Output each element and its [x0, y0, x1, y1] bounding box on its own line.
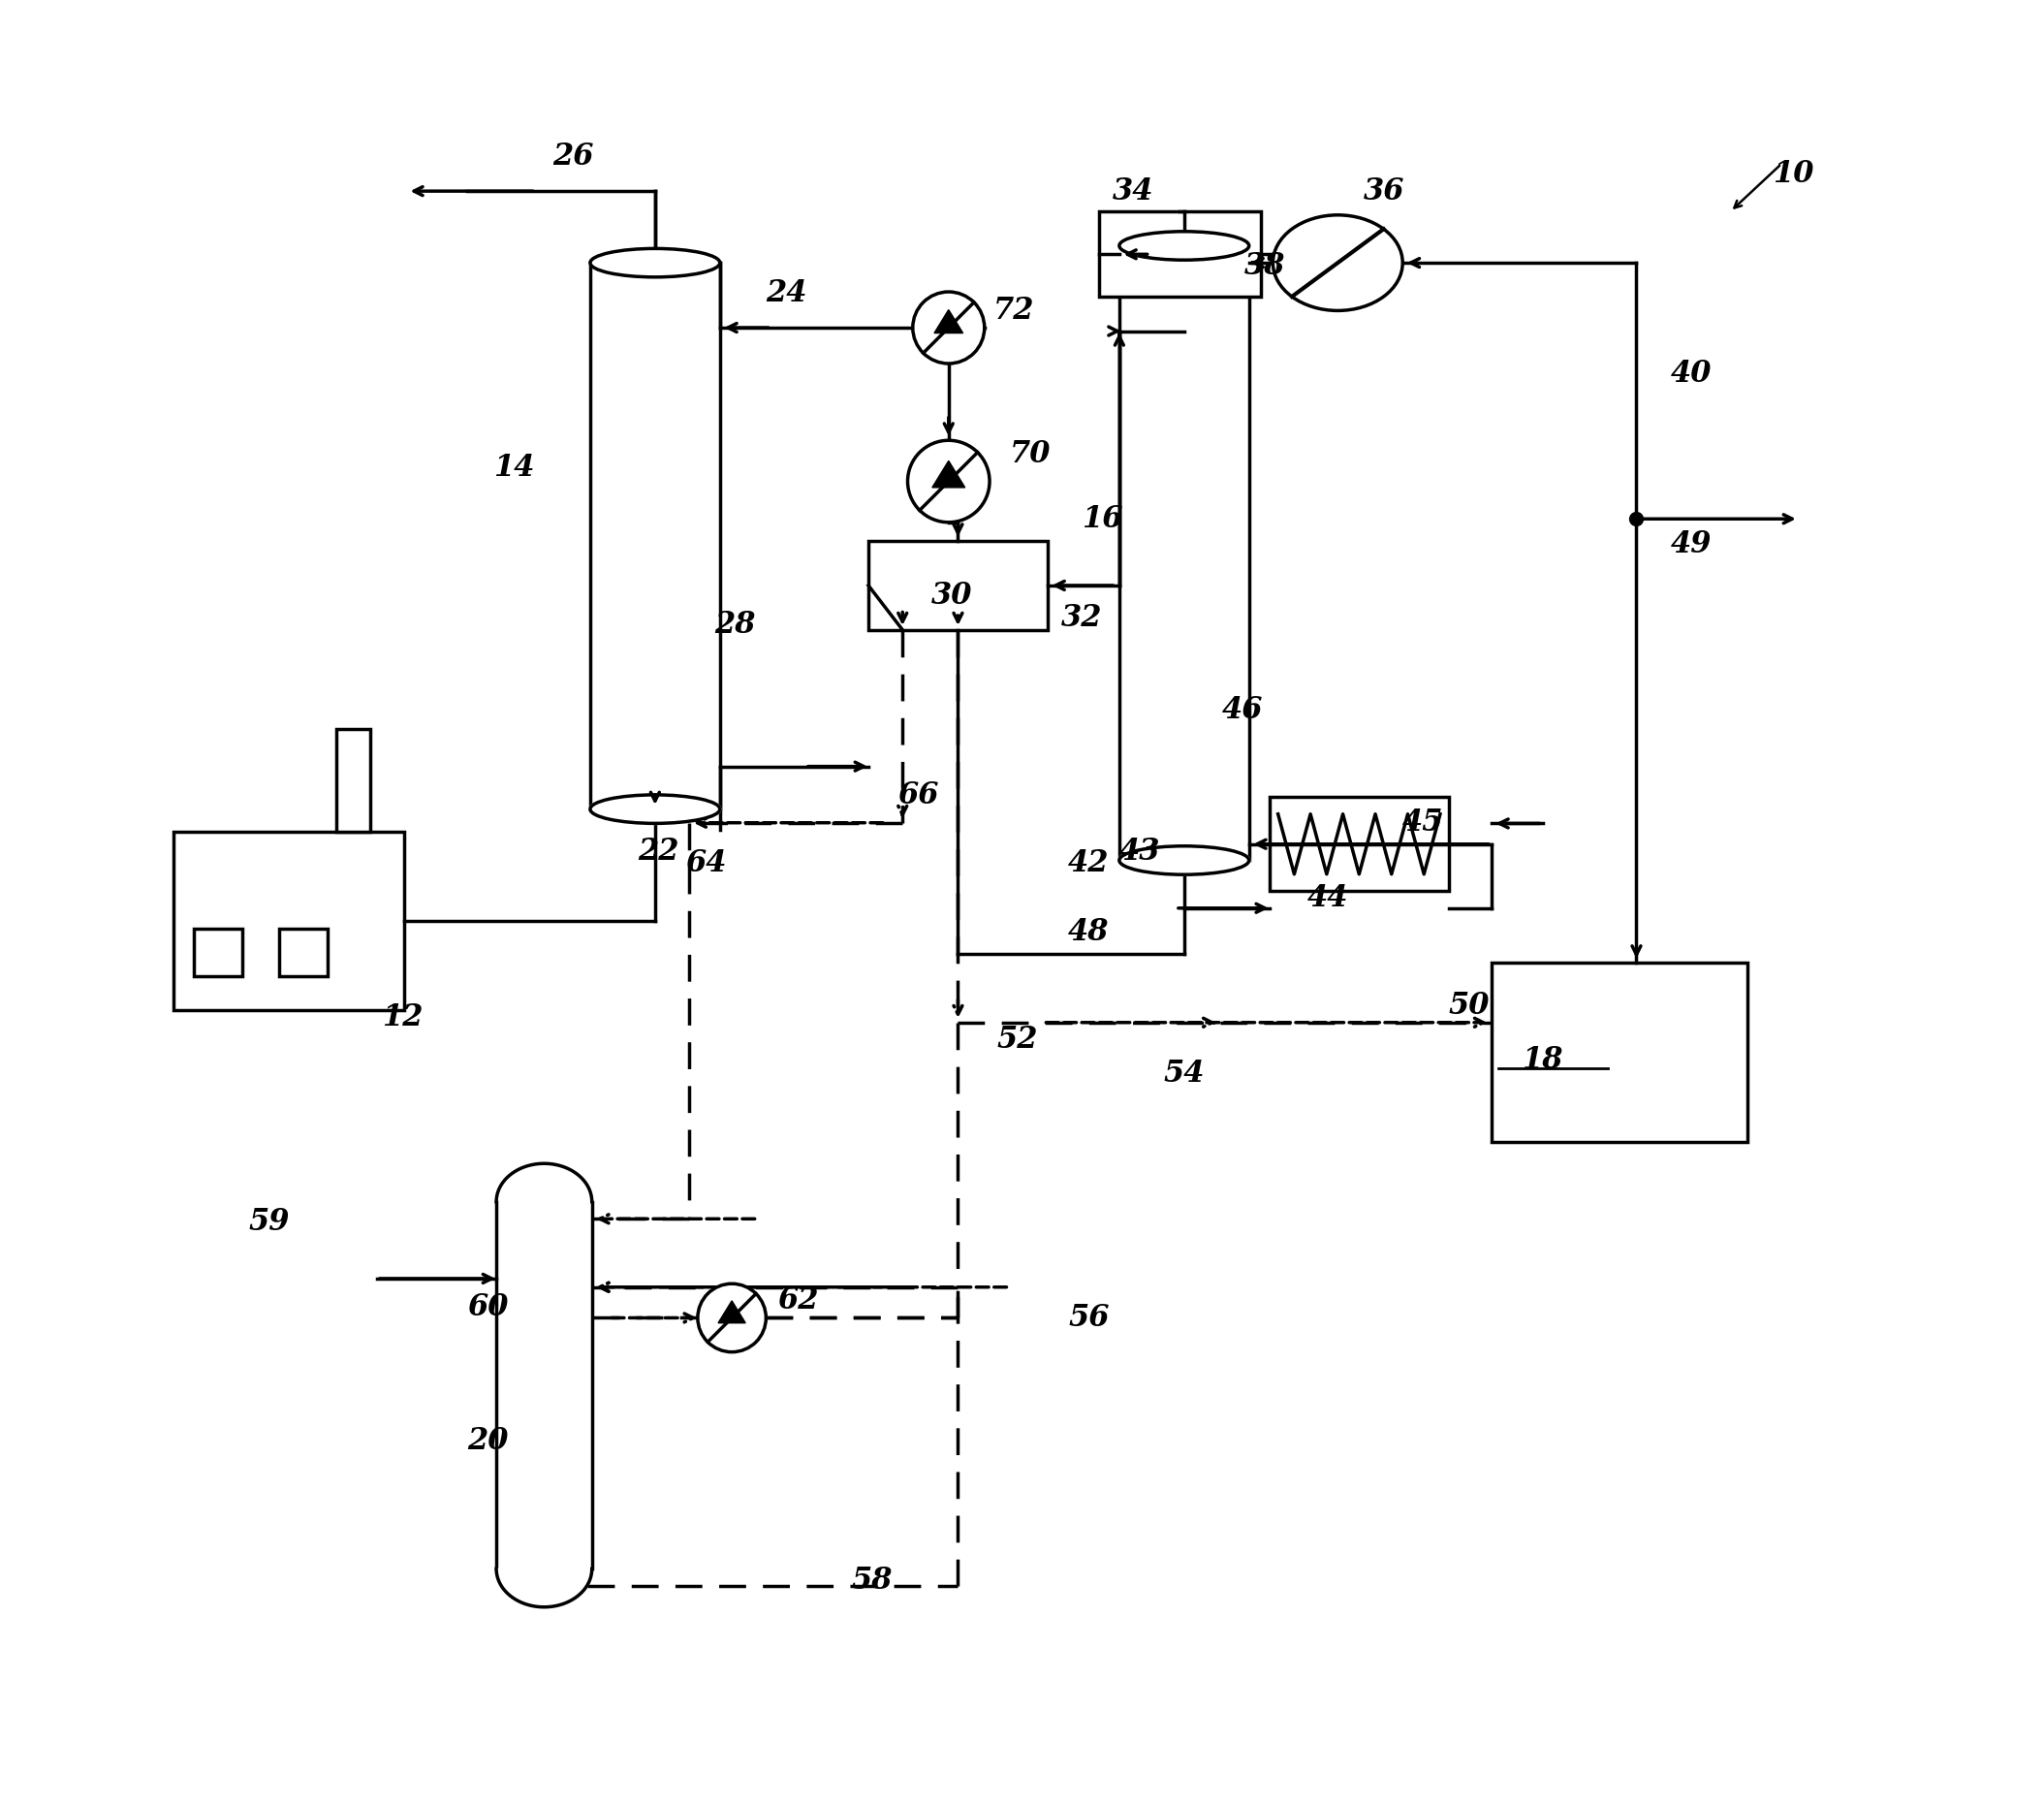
- Text: 28: 28: [715, 610, 756, 639]
- Text: 56: 56: [1069, 1302, 1110, 1333]
- Bar: [335, 730, 370, 831]
- Text: 36: 36: [1363, 175, 1404, 206]
- Text: 18: 18: [1523, 1046, 1564, 1075]
- Text: 60: 60: [468, 1293, 509, 1322]
- Text: 49: 49: [1670, 529, 1711, 560]
- Text: 66: 66: [897, 780, 938, 811]
- Text: 38: 38: [1245, 251, 1286, 282]
- Text: 24: 24: [766, 278, 807, 309]
- Text: 64: 64: [687, 849, 728, 880]
- Text: 20: 20: [468, 1425, 509, 1456]
- Text: 46: 46: [1222, 695, 1263, 726]
- Bar: [194, 928, 241, 977]
- Circle shape: [914, 293, 985, 363]
- Text: 22: 22: [638, 836, 679, 867]
- Polygon shape: [497, 1569, 593, 1607]
- Circle shape: [908, 441, 989, 522]
- Text: 42: 42: [1069, 849, 1110, 880]
- Bar: [280, 928, 327, 977]
- Bar: [1492, 963, 1748, 1141]
- Text: 50: 50: [1449, 990, 1490, 1020]
- Bar: [869, 542, 1049, 630]
- Ellipse shape: [1120, 231, 1249, 260]
- Text: 59: 59: [249, 1206, 290, 1237]
- Polygon shape: [717, 1300, 746, 1324]
- Circle shape: [697, 1284, 766, 1353]
- Text: 72: 72: [993, 296, 1034, 325]
- Text: 45: 45: [1402, 807, 1443, 838]
- Text: 12: 12: [382, 1002, 423, 1033]
- Text: 34: 34: [1112, 175, 1153, 206]
- Text: 40: 40: [1670, 359, 1711, 388]
- Text: 62: 62: [779, 1286, 820, 1317]
- Text: 32: 32: [1061, 603, 1102, 632]
- Text: 16: 16: [1081, 504, 1122, 535]
- Ellipse shape: [1120, 845, 1249, 874]
- Text: 54: 54: [1163, 1058, 1204, 1089]
- Bar: [1269, 796, 1449, 890]
- Text: 14: 14: [493, 453, 533, 482]
- Text: 30: 30: [932, 582, 973, 610]
- Text: 70: 70: [1010, 439, 1051, 470]
- Ellipse shape: [591, 249, 719, 276]
- Text: 43: 43: [1120, 836, 1161, 867]
- Polygon shape: [934, 311, 963, 332]
- Text: 44: 44: [1306, 883, 1349, 912]
- Ellipse shape: [1273, 215, 1402, 311]
- Ellipse shape: [591, 795, 719, 824]
- Text: 58: 58: [850, 1566, 893, 1597]
- Text: 26: 26: [552, 143, 595, 172]
- Text: 48: 48: [1069, 917, 1110, 946]
- Bar: [1100, 211, 1261, 296]
- Text: 10: 10: [1772, 159, 1815, 190]
- Polygon shape: [932, 461, 965, 488]
- Bar: [174, 831, 405, 1011]
- Text: 52: 52: [995, 1024, 1038, 1055]
